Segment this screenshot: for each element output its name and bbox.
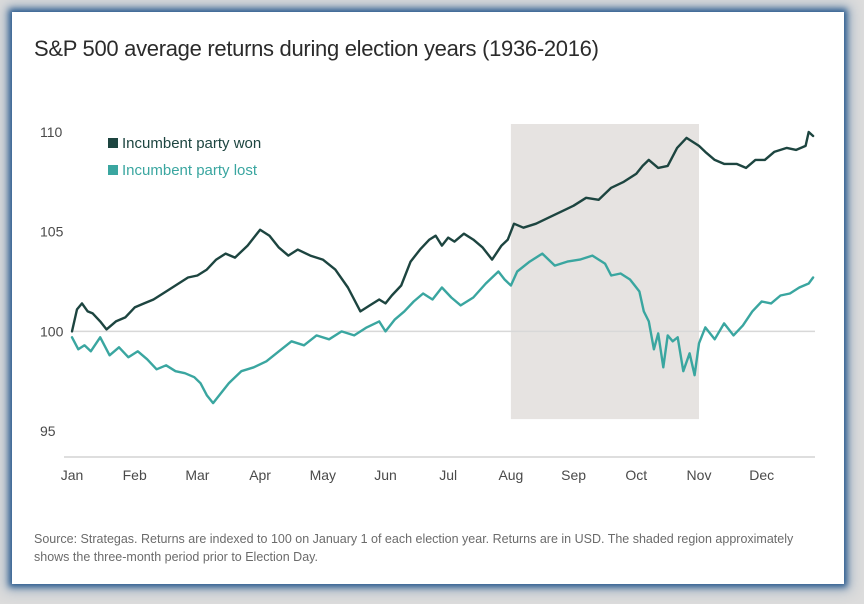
- series-line-lost: [70, 252, 815, 405]
- y-tick-label: 110: [40, 124, 63, 140]
- x-tick-label: Dec: [749, 467, 774, 483]
- x-tick-label: Apr: [249, 467, 271, 483]
- legend-swatch-lost: [108, 165, 118, 175]
- chart-title: S&P 500 average returns during election …: [34, 36, 599, 61]
- x-tick-label: Jul: [439, 467, 457, 483]
- y-tick-label: 95: [40, 423, 56, 439]
- legend-label-lost: Incumbent party lost: [122, 162, 258, 179]
- x-tick-label: Nov: [687, 467, 712, 483]
- shaded-region: [510, 123, 700, 420]
- x-tick-label: Mar: [185, 467, 209, 483]
- x-tick-label: Oct: [625, 467, 647, 483]
- source-note: Source: Strategas. Returns are indexed t…: [34, 532, 794, 564]
- x-tick-label: Aug: [498, 467, 523, 483]
- x-tick-label: Jun: [374, 467, 397, 483]
- y-tick-label: 105: [40, 224, 64, 240]
- y-tick-label: 100: [40, 323, 64, 339]
- x-tick-label: Jan: [61, 467, 84, 483]
- x-tick-label: Sep: [561, 467, 586, 483]
- x-tick-label: May: [310, 467, 336, 483]
- legend-swatch-won: [108, 138, 118, 148]
- legend-label-won: Incumbent party won: [122, 135, 261, 152]
- series-line-won: [70, 130, 815, 333]
- x-tick-label: Feb: [123, 467, 147, 483]
